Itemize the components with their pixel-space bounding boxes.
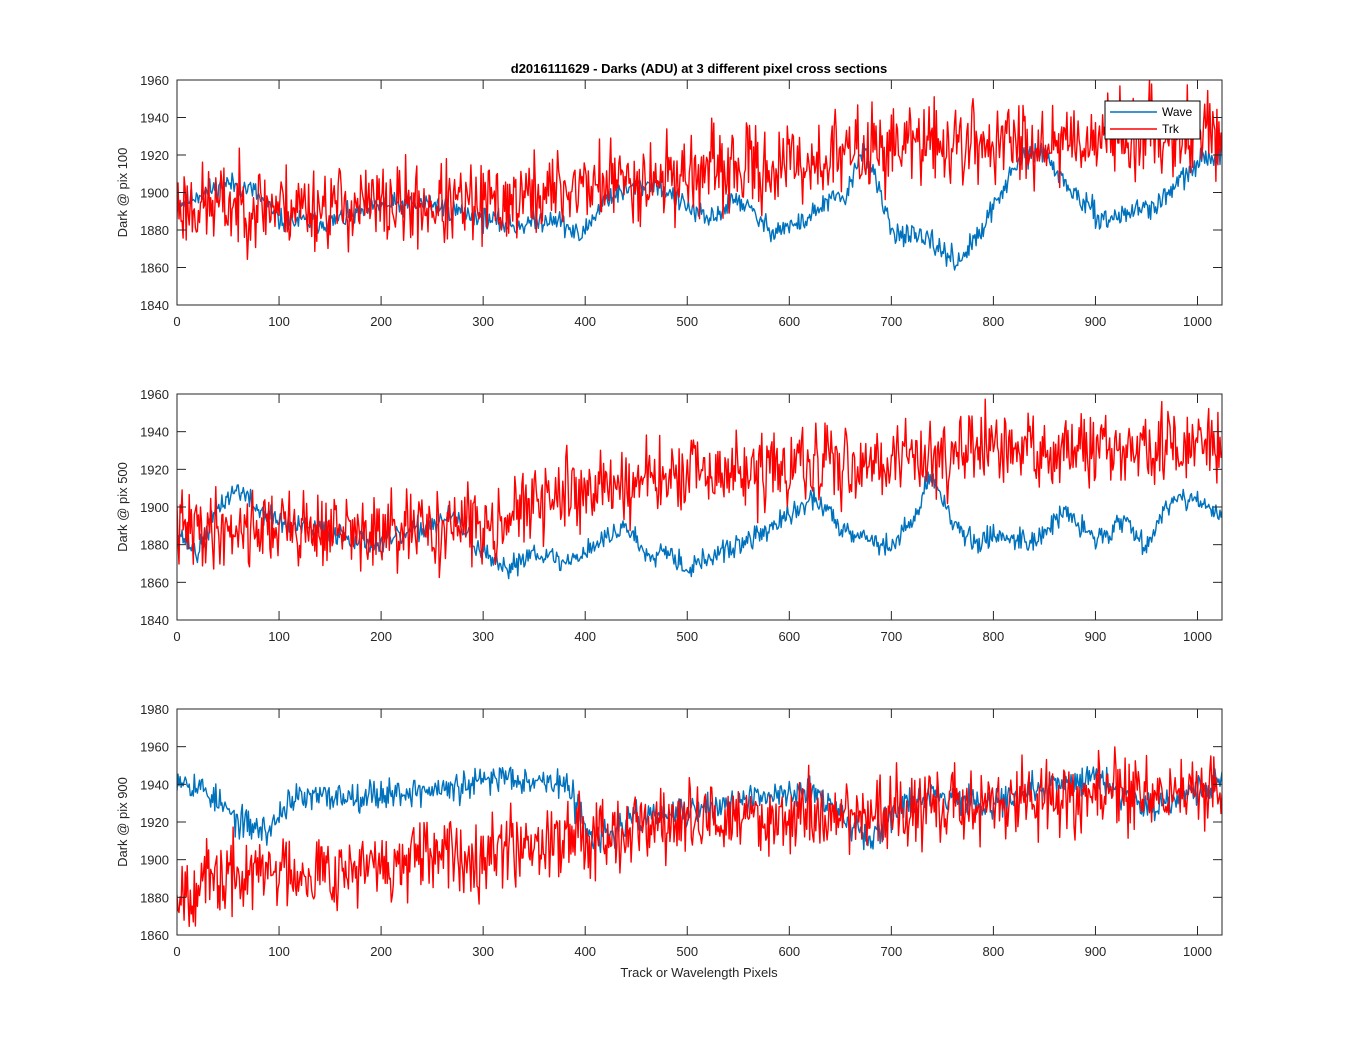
legend-label-wave: Wave — [1162, 105, 1193, 119]
series-line-trk — [177, 80, 1222, 260]
x-tick-label: 900 — [1085, 314, 1107, 329]
x-tick-label: 300 — [472, 314, 494, 329]
x-tick-label: 200 — [370, 944, 392, 959]
legend: Wave Trk — [1104, 100, 1201, 140]
y-tick-label: 1920 — [140, 148, 169, 163]
x-tick-label: 1000 — [1183, 629, 1212, 644]
series-line-wave — [177, 766, 1222, 854]
x-tick-label: 1000 — [1183, 944, 1212, 959]
y-tick-label: 1860 — [140, 575, 169, 590]
series-group — [177, 398, 1222, 580]
x-tick-label: 400 — [574, 944, 596, 959]
x-tick-label: 600 — [778, 314, 800, 329]
x-tick-label: 100 — [268, 629, 290, 644]
y-axis-label: Dark @ pix 900 — [115, 777, 130, 867]
x-tick-label: 100 — [268, 314, 290, 329]
x-tick-label: 800 — [983, 314, 1005, 329]
x-tick-label: 900 — [1085, 629, 1107, 644]
y-tick-label: 1900 — [140, 853, 169, 868]
x-tick-label: 0 — [173, 944, 180, 959]
plots: 0 100 200 300 400 500 600 700 800 900 100018401860… — [115, 73, 1223, 959]
y-tick-label: 1860 — [140, 928, 169, 943]
x-tick-label: 600 — [778, 629, 800, 644]
x-tick-label: 800 — [983, 944, 1005, 959]
y-tick-label: 1960 — [140, 387, 169, 402]
figure-title: d2016111629 - Darks (ADU) at 3 different… — [511, 61, 887, 76]
x-tick-label: 400 — [574, 629, 596, 644]
y-tick-label: 1980 — [140, 702, 169, 717]
y-tick-label: 1940 — [140, 777, 169, 792]
y-axis-label: Dark @ pix 500 — [115, 462, 130, 552]
x-tick-label: 200 — [370, 629, 392, 644]
y-tick-label: 1960 — [140, 740, 169, 755]
x-tick-label: 700 — [881, 314, 903, 329]
legend-label-trk: Trk — [1162, 122, 1180, 136]
x-tick-label: 700 — [881, 944, 903, 959]
x-tick-label: 1000 — [1183, 314, 1212, 329]
series-line-trk — [177, 746, 1222, 928]
subplot-3: 0 100 200 300 400 500 600 700 800 900 1000 1860 1880… — [115, 702, 1223, 959]
y-tick-label: 1940 — [140, 111, 169, 126]
series-line-trk — [177, 398, 1222, 579]
series-group — [177, 80, 1222, 271]
x-tick-label: 500 — [676, 314, 698, 329]
y-tick-label: 1840 — [140, 613, 169, 628]
subplot-1: 0 100 200 300 400 500 600 700 800 900 1000 1840 1860… — [115, 73, 1223, 329]
x-tick-label: 700 — [881, 629, 903, 644]
x-tick-label: 900 — [1085, 944, 1107, 959]
legend-box — [1104, 100, 1201, 140]
y-tick-label: 1900 — [140, 500, 169, 515]
y-tick-label: 1920 — [140, 462, 169, 477]
x-tick-label: 800 — [983, 629, 1005, 644]
y-tick-label: 1880 — [140, 538, 169, 553]
y-tick-label: 1940 — [140, 425, 169, 440]
x-tick-label: 500 — [676, 944, 698, 959]
y-tick-label: 1880 — [140, 223, 169, 238]
x-tick-label: 0 — [173, 629, 180, 644]
subplot-2: 0 100 200 300 400 500 600 700 800 900 1000 1840 1860… — [115, 387, 1223, 644]
y-tick-label: 1860 — [140, 261, 169, 276]
x-tick-label: 300 — [472, 629, 494, 644]
x-tick-label: 500 — [676, 629, 698, 644]
y-axis-label: Dark @ pix 100 — [115, 148, 130, 238]
x-tick-label: 0 — [173, 314, 180, 329]
x-tick-label: 400 — [574, 314, 596, 329]
x-tick-label: 600 — [778, 944, 800, 959]
x-tick-label: 300 — [472, 944, 494, 959]
x-tick-label: 100 — [268, 944, 290, 959]
y-tick-label: 1880 — [140, 890, 169, 905]
y-tick-label: 1920 — [140, 815, 169, 830]
y-tick-label: 1900 — [140, 186, 169, 201]
series-group — [177, 746, 1222, 928]
x-tick-label: 200 — [370, 314, 392, 329]
y-tick-label: 1960 — [140, 73, 169, 88]
y-tick-label: 1840 — [140, 298, 169, 313]
x-axis-label: Track or Wavelength Pixels — [620, 965, 778, 980]
